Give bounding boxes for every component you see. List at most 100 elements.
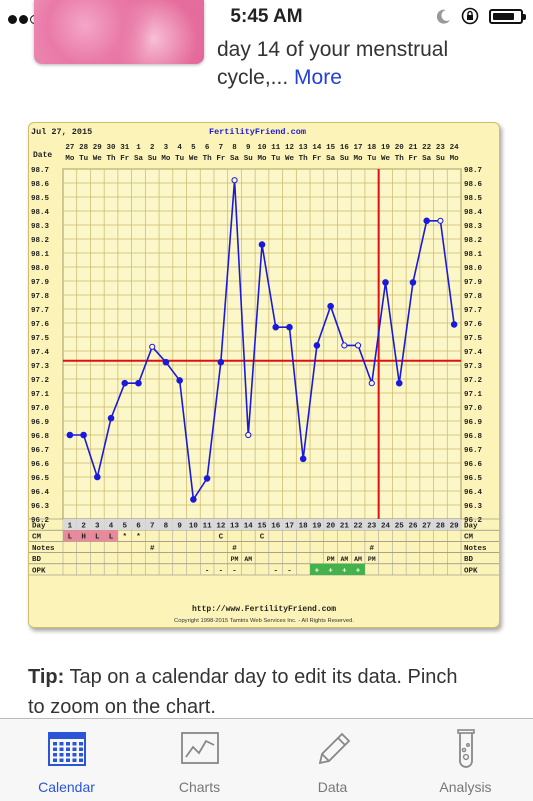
temperature-point xyxy=(203,475,211,482)
weekday-tick: Tu xyxy=(271,155,280,163)
y-tick-left: 98.3 xyxy=(31,223,50,231)
notes-value: # xyxy=(232,545,237,553)
cm-cell-bg xyxy=(76,530,91,542)
y-tick-left: 97.6 xyxy=(31,321,50,329)
temperature-point xyxy=(80,431,87,439)
tab-calendar[interactable]: Calendar xyxy=(0,719,133,801)
weekday-tick: Tu xyxy=(175,155,184,163)
weekday-tick: Mo xyxy=(354,155,364,163)
temperature-point xyxy=(272,323,280,331)
cycle-day: 17 xyxy=(285,523,294,531)
tab-charts[interactable]: Charts xyxy=(133,719,266,801)
day-cell-bg xyxy=(310,519,324,531)
cycle-day: 13 xyxy=(230,523,240,531)
day-cell-bg xyxy=(323,519,338,531)
notes-value: # xyxy=(150,545,155,553)
test-tube-icon xyxy=(457,729,475,768)
day-cell-bg xyxy=(172,519,187,531)
date-tick: 2 xyxy=(150,144,155,152)
row-label-right: OPK xyxy=(464,567,478,575)
day-cell-bg xyxy=(90,519,105,531)
temperature-point xyxy=(382,279,389,286)
day-cell-bg xyxy=(255,519,269,531)
bd-value: PM xyxy=(368,556,376,563)
y-tick-left: 96.5 xyxy=(31,475,50,483)
weekday-tick: Fr xyxy=(312,155,321,163)
cycle-day: 5 xyxy=(123,523,128,531)
tip-label: Tip: xyxy=(28,666,65,688)
bbt-chart-svg[interactable]: Jul 27, 2015 FertilityFriend.comDate27Mo2… xyxy=(29,123,499,627)
notes-value: # xyxy=(370,545,375,553)
cycle-day: 10 xyxy=(189,523,199,531)
weekday-tick: We xyxy=(93,155,103,163)
tab-analysis[interactable]: Analysis xyxy=(399,719,532,801)
date-tick: 10 xyxy=(257,144,267,152)
cycle-day: 1 xyxy=(68,523,73,531)
y-tick-left: 98.7 xyxy=(31,167,49,175)
day-cell-bg xyxy=(378,519,393,531)
cycle-day: 20 xyxy=(326,523,336,531)
weekday-tick: Su xyxy=(436,155,445,163)
cycle-day: 26 xyxy=(408,523,418,531)
opk-cell-bg xyxy=(337,563,352,575)
date-tick: 19 xyxy=(381,144,391,152)
day-cell-bg xyxy=(117,519,132,531)
day-cell-bg xyxy=(145,519,160,531)
cm-value: H xyxy=(81,534,86,542)
weekday-tick: Tu xyxy=(79,155,88,163)
y-tick-right: 98.6 xyxy=(464,181,483,189)
cycle-day: 28 xyxy=(436,523,446,531)
row-label-left: Notes xyxy=(32,545,55,553)
date-tick: 13 xyxy=(299,144,309,152)
more-link[interactable]: More xyxy=(294,66,342,89)
temperature-point xyxy=(450,321,458,328)
y-tick-left: 98.1 xyxy=(31,251,50,259)
bbt-chart[interactable]: Jul 27, 2015 FertilityFriend.com Date 27 Mo 2… xyxy=(28,122,500,628)
weekday-tick: We xyxy=(189,155,199,163)
date-tick: 21 xyxy=(408,144,418,152)
signal-dot xyxy=(8,14,17,24)
cycle-day: 2 xyxy=(81,523,86,531)
weekday-tick: Th xyxy=(395,155,405,163)
temperature-point xyxy=(149,343,156,350)
tip-body-2: to zoom on the chart. xyxy=(28,696,216,718)
date-tick: 9 xyxy=(246,144,251,152)
cycle-day: 23 xyxy=(367,523,377,531)
date-tick: 18 xyxy=(367,144,377,152)
y-tick-left: 96.2 xyxy=(31,517,50,525)
cycle-day: 6 xyxy=(136,523,141,531)
row-label-left: BD xyxy=(32,556,42,564)
temperature-point xyxy=(231,177,238,184)
weekday-tick: We xyxy=(381,155,391,163)
day-cell-bg xyxy=(282,519,297,531)
pencil-icon xyxy=(318,732,351,765)
weekday-tick: Mo xyxy=(161,155,171,163)
weekday-tick: Sa xyxy=(230,155,240,163)
y-tick-right: 96.6 xyxy=(464,461,483,469)
y-tick-right: 96.5 xyxy=(464,475,483,483)
tab-data[interactable]: Data xyxy=(266,719,399,801)
row-label-left: Day xyxy=(32,523,46,531)
date-tick: 29 xyxy=(93,144,103,152)
article-preview[interactable]: day 14 of your menstrual cycle,... More xyxy=(20,0,532,96)
bd-value: AM xyxy=(244,556,252,563)
temperature-point xyxy=(341,342,348,349)
temperature-point xyxy=(245,431,252,439)
cycle-day: 11 xyxy=(203,523,213,531)
y-tick-left: 98.5 xyxy=(31,195,50,203)
day-cell-bg xyxy=(76,519,91,531)
row-label-left: CM xyxy=(32,534,42,542)
cm-value: L xyxy=(109,534,114,542)
tab-analysis-label: Analysis xyxy=(439,779,492,795)
y-tick-right: 97.0 xyxy=(464,405,483,413)
cm-cell-bg xyxy=(104,530,118,542)
cycle-day: 15 xyxy=(257,523,267,531)
opk-value: - xyxy=(273,567,278,575)
day-cell-bg xyxy=(433,519,448,531)
date-tick: 30 xyxy=(107,144,117,152)
date-tick: 27 xyxy=(65,144,74,152)
cycle-day: 18 xyxy=(299,523,309,531)
article-thumbnail[interactable] xyxy=(34,0,204,64)
weekday-tick: Mo xyxy=(450,155,460,163)
temperature-point xyxy=(66,431,74,439)
